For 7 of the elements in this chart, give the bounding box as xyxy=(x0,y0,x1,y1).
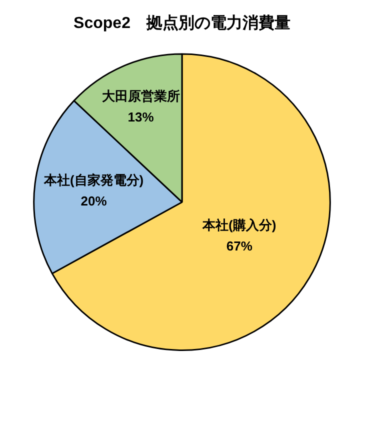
slice-label: 本社(自家発電分) xyxy=(42,172,144,188)
chart-title: Scope2 拠点別の電力消費量 xyxy=(74,14,290,32)
data-label: 20% xyxy=(80,194,108,209)
data-label: 13% xyxy=(128,110,154,124)
slice-label: 本社(購入分) xyxy=(202,218,276,233)
slice-label: 大田原営業所 xyxy=(102,88,180,104)
data-label: 67% xyxy=(226,238,253,254)
